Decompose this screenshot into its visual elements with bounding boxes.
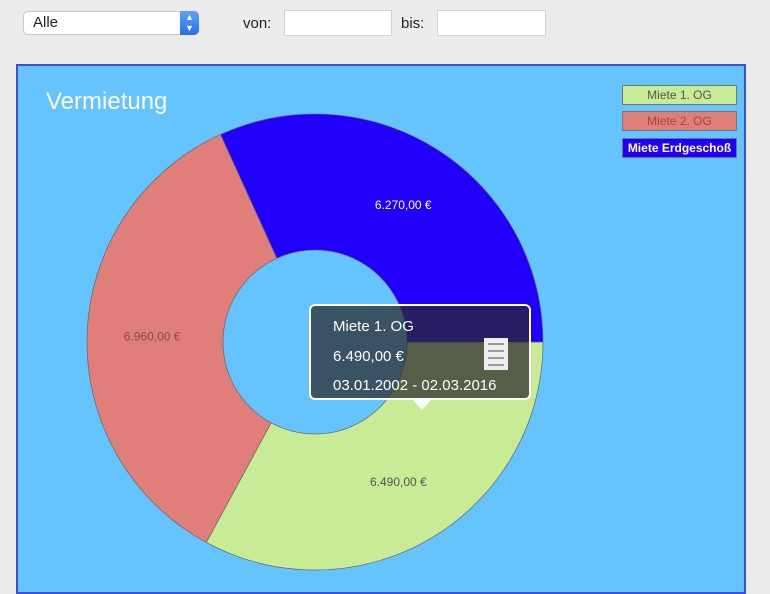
category-select[interactable]: Alle ▲ ▼ (23, 11, 199, 35)
to-label: bis: (401, 15, 425, 32)
tooltip-period: 03.01.2002 - 02.03.2016 (333, 377, 497, 394)
slice-2[interactable] (220, 113, 544, 343)
slice-label-2: 6.270,00 € (375, 198, 432, 212)
to-date-input[interactable] (437, 10, 546, 36)
from-label: von: (243, 15, 272, 32)
receipt-icon (484, 338, 508, 370)
chart-panel: 6.490,00 € 6.960,00 € 6.270,00 € Vermietun… (16, 64, 746, 594)
tooltip-value: 6.490,00 € (333, 348, 404, 365)
slice-1[interactable] (86, 134, 278, 543)
legend-item-miete-2-og[interactable]: Miete 2. OG (622, 111, 737, 131)
legend-item-miete-erdgeschoss[interactable]: Miete Erdgeschoß (622, 138, 737, 158)
from-date-input[interactable] (284, 10, 392, 36)
legend-item-miete-1-og[interactable]: Miete 1. OG (622, 85, 737, 105)
chart-title: Vermietung (46, 88, 168, 115)
slice-label-0: 6.490,00 € (370, 475, 427, 489)
slice-label-1: 6.960,00 € (124, 329, 181, 343)
chevron-updown-icon[interactable]: ▲ ▼ (180, 11, 199, 35)
tooltip-name: Miete 1. OG (333, 318, 414, 335)
tooltip: Miete 1. OG 6.490,00 € 03.01.2002 - 02.0… (309, 304, 531, 410)
category-select-value: Alle (33, 14, 59, 31)
tooltip-arrow (412, 399, 432, 410)
